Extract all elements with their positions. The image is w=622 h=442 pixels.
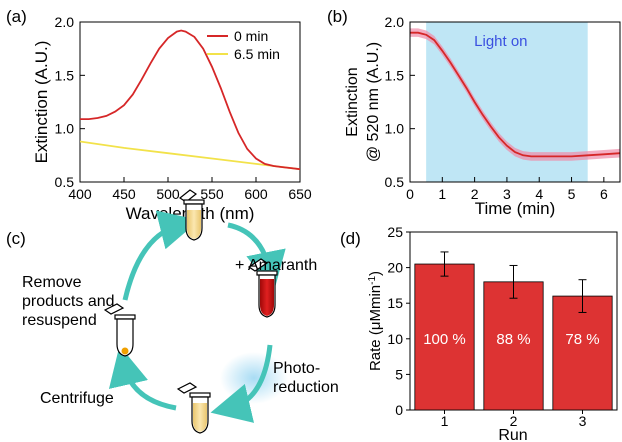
panel-a-series-line xyxy=(80,29,300,171)
panel-b-y-tick-label: 0.5 xyxy=(385,174,405,190)
panel-d-label: (d) xyxy=(340,229,361,248)
panel-d-y-tick-label: 10 xyxy=(387,331,403,347)
panel-b-light-on-annotation: Light on xyxy=(474,33,527,50)
panel-a-series-line xyxy=(80,140,300,171)
panel-b: (b) 0 1 2 3 4 5 6 0.5 1.0 1.5 2.0 Light on Time (m… xyxy=(327,7,621,218)
panel-d-bar xyxy=(552,295,613,411)
tube-pellet-icon xyxy=(103,303,136,357)
panel-a-legend: 0 min 6.5 min xyxy=(207,28,280,62)
panel-a-label: (a) xyxy=(6,7,27,26)
panel-a-x-tick-label: 650 xyxy=(288,186,312,202)
panel-b-y-tick-label: 2.0 xyxy=(385,14,405,30)
panel-d-y-tick-label: 20 xyxy=(387,260,403,276)
panel-a-x-tick-label: 450 xyxy=(112,186,136,202)
label-photo-line1: Photo- xyxy=(273,360,320,377)
panel-b-x-axis-label: Time (min) xyxy=(475,199,556,218)
panel-b-label: (b) xyxy=(327,7,348,26)
panel-d-x-axis-label: Run xyxy=(498,427,527,442)
panel-d-y-tick-label: 25 xyxy=(387,224,403,240)
panel-a-plot-area xyxy=(80,29,300,171)
panel-d-x-tick-label: 2 xyxy=(510,413,518,429)
panel-d-bar-label: 88 % xyxy=(496,331,530,348)
panel-a-y-tick-label: 1.0 xyxy=(55,121,75,137)
arrow-top-left xyxy=(122,210,200,301)
panel-b-y-tick-label: 1.0 xyxy=(385,121,405,137)
label-remove-line3: resuspend xyxy=(22,312,97,329)
panel-a-frame xyxy=(79,21,301,183)
label-remove-line2: products and xyxy=(22,293,115,310)
panel-b-error-band xyxy=(410,28,620,161)
panel-a-ticks: 400 450 500 550 600 650 0.5 1.0 1.5 2.0 xyxy=(55,14,312,202)
panel-b-x-tick-label: 1 xyxy=(438,186,446,202)
tube-top-icon xyxy=(178,189,205,241)
panel-b-x-tick-label: 4 xyxy=(535,186,543,202)
panel-b-x-tick-label: 2 xyxy=(471,186,479,202)
panel-a-x-tick-label: 500 xyxy=(156,186,180,202)
panel-a-legend-label: 0 min xyxy=(234,28,268,44)
panel-b-x-tick-label: 3 xyxy=(503,186,511,202)
panel-b-x-tick-label: 6 xyxy=(600,186,608,202)
panel-d-bar xyxy=(483,281,544,411)
panel-a-y-tick-label: 2.0 xyxy=(55,14,75,30)
panel-a-x-tick-label: 550 xyxy=(200,186,224,202)
panel-a-y-tick-label: 1.5 xyxy=(55,67,75,83)
panel-d-y-tick-label: 5 xyxy=(395,366,403,382)
panel-a-legend-label: 6.5 min xyxy=(234,46,280,62)
panel-a-y-tick-label: 0.5 xyxy=(55,174,75,190)
panel-a-x-tick-label: 600 xyxy=(244,186,268,202)
panel-d-bar xyxy=(414,263,475,411)
panel-b-y-tick-label: 1.5 xyxy=(385,67,405,83)
panel-d-y-tick-label: 0 xyxy=(395,402,403,418)
label-remove-line1: Remove xyxy=(22,274,82,291)
panel-b-x-tick-label: 5 xyxy=(568,186,576,202)
panel-d-y-axis-label: Rate (μMmin-1) xyxy=(367,271,385,371)
panel-b-plot-area xyxy=(410,28,620,161)
panel-a: (a) 400 450 500 550 600 650 0.5 1.0 1.5 2.0 0 min… xyxy=(6,7,312,223)
panel-b-series-line xyxy=(410,31,620,158)
panel-d-x-tick-label: 3 xyxy=(579,413,587,429)
panel-d-y-tick-label: 15 xyxy=(387,295,403,311)
label-add-amaranth: + Amaranth xyxy=(235,257,317,274)
arrow-bottom-right xyxy=(210,344,273,423)
panel-b-x-tick-label: 0 xyxy=(406,186,414,202)
label-photo-line2: reduction xyxy=(273,379,339,396)
panel-c: (c) xyxy=(6,189,339,434)
panel-b-ticks: 0 1 2 3 4 5 6 0.5 1.0 1.5 2.0 xyxy=(385,14,608,202)
panel-d-bar-label: 78 % xyxy=(565,331,599,348)
arrow-top-right xyxy=(227,222,286,292)
panel-d-ticks: 1 2 3 0 5 10 15 20 25 xyxy=(387,224,586,429)
panel-a-x-tick-label: 400 xyxy=(68,186,92,202)
panel-d: (d) 100 % 88 % 78 % 1 2 3 0 5 10 15 20 25 Run Rate… xyxy=(340,224,618,442)
panel-b-y-axis-label-line1: Extinction xyxy=(344,67,361,136)
panel-b-y-axis-label-line2: @ 520 nm (A.U.) xyxy=(365,42,382,162)
arrow-bottom-left xyxy=(108,345,177,411)
panel-b-frame xyxy=(409,21,621,183)
panel-c-label: (c) xyxy=(6,229,26,248)
panel-d-x-tick-label: 1 xyxy=(441,413,449,429)
tube-red-icon xyxy=(247,258,278,318)
panel-d-bars: 100 % 88 % 78 % xyxy=(414,251,613,411)
tube-bottom-icon xyxy=(176,382,211,434)
label-centrifuge: Centrifuge xyxy=(40,390,114,407)
panel-d-bar-label: 100 % xyxy=(423,331,466,348)
panel-a-y-axis-label: Extinction (A.U.) xyxy=(32,41,51,164)
